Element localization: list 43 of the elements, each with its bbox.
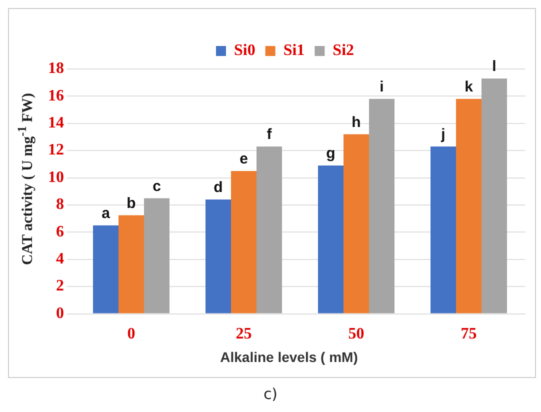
bar <box>231 171 256 314</box>
data-label: c <box>152 178 161 195</box>
y-tick-label: 8 <box>56 196 64 214</box>
data-label: a <box>102 205 111 222</box>
y-tick-label: 2 <box>56 278 64 295</box>
legend-label: Si1 <box>283 42 305 60</box>
y-tick-label: 14 <box>48 114 64 132</box>
data-label: d <box>214 179 223 196</box>
data-label: j <box>440 126 446 144</box>
bar <box>369 98 394 314</box>
bar <box>344 134 369 314</box>
data-label: i <box>380 78 384 96</box>
bar <box>118 215 144 314</box>
y-tick-label: 4 <box>56 250 64 268</box>
data-label: f <box>266 126 273 144</box>
bar <box>256 146 282 314</box>
data-label: g <box>326 145 336 162</box>
data-label: b <box>126 194 136 212</box>
data-label: k <box>464 78 474 96</box>
data-label: l <box>492 58 496 76</box>
data-label: h <box>352 114 361 131</box>
bar <box>430 146 456 314</box>
bar <box>482 78 507 314</box>
legend-label: Si2 <box>332 42 354 60</box>
x-tick-label: 25 <box>236 326 252 343</box>
bar <box>318 166 344 314</box>
y-tick-label: 12 <box>48 142 64 159</box>
y-tick-label: 18 <box>48 60 64 78</box>
x-axis-title: Alkaline levels ( mM) <box>219 349 359 365</box>
x-tick-label: 75 <box>460 326 477 343</box>
x-tick-label: 0 <box>127 326 136 343</box>
y-tick-label: 0 <box>56 304 64 322</box>
bar <box>206 200 231 314</box>
y-tick-label: 6 <box>56 223 64 240</box>
y-tick-label: 10 <box>48 168 64 186</box>
bar <box>144 198 170 314</box>
x-tick-label: 50 <box>348 326 364 343</box>
data-label: e <box>240 150 248 168</box>
bar <box>456 98 482 314</box>
text: c) <box>262 385 279 403</box>
bar <box>93 225 118 314</box>
legend-label: Si0 <box>234 42 256 60</box>
y-tick-label: 16 <box>48 87 64 104</box>
